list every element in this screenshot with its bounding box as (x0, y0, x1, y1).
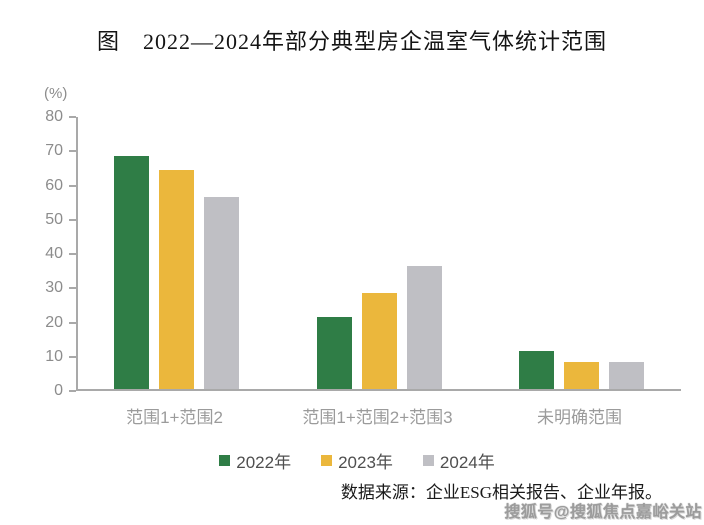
y-tick-label: 20 (45, 313, 63, 331)
legend-item-2023年: 2023年 (321, 448, 393, 473)
data-source-note: 数据来源：企业ESG相关报告、企业年报。 (340, 483, 662, 502)
bar-2023年-范围1+范围2+范围3 (362, 293, 397, 389)
y-axis-unit-label: (%) (44, 85, 68, 102)
y-tick-label: 80 (45, 108, 63, 125)
y-tick-mark (69, 390, 76, 392)
bar-2023年-范围1+范围2 (159, 170, 194, 389)
y-tick-mark (69, 355, 76, 358)
chart-title: 图 2022—2024年部分典型房企温室气体统计范围 (96, 29, 607, 54)
bar-2023年-未明确范围 (564, 362, 599, 389)
legend-label: 2024年 (439, 453, 495, 472)
legend-label: 2023年 (338, 453, 393, 472)
bar-2022年-范围1+范围2 (114, 156, 149, 389)
y-tick-label: 30 (45, 279, 63, 297)
x-category-label: 范围1+范围2 (126, 408, 223, 427)
bar-2024年-范围1+范围2+范围3 (407, 266, 442, 389)
bar-2024年-未明确范围 (609, 362, 644, 389)
legend-item-2024年: 2024年 (422, 448, 495, 473)
plot-area (76, 117, 681, 391)
legend-swatch-icon (219, 455, 231, 466)
legend-swatch-icon (422, 455, 434, 466)
y-tick-label: 60 (45, 176, 63, 194)
y-tick-mark (69, 321, 76, 324)
y-tick-mark (69, 218, 76, 221)
y-tick-mark (69, 184, 76, 187)
y-tick-label: 50 (45, 210, 63, 228)
legend-swatch-icon (321, 455, 333, 466)
bar-2024年-范围1+范围2 (204, 197, 239, 389)
x-category-label: 未明确范围 (537, 408, 622, 427)
y-tick-mark (69, 116, 76, 118)
bar-2022年-未明确范围 (519, 351, 554, 389)
legend-label: 2022年 (236, 453, 292, 472)
y-tick-label: 0 (54, 382, 63, 399)
y-tick-label: 70 (45, 142, 63, 160)
legend-item-2022年: 2022年 (219, 448, 291, 473)
y-tick-mark (69, 253, 76, 255)
x-category-label: 范围1+范围2+范围3 (302, 408, 453, 427)
y-tick-label: 10 (45, 347, 63, 365)
chart-legend: 2022年 2023年 2024年 (0, 448, 704, 473)
y-tick-mark (69, 287, 76, 290)
bar-2022年-范围1+范围2+范围3 (317, 317, 352, 389)
y-tick-mark (69, 150, 76, 153)
y-tick-label: 40 (45, 245, 63, 262)
watermark-text: 搜狐号@搜狐焦点嘉峪关站 (504, 504, 702, 521)
